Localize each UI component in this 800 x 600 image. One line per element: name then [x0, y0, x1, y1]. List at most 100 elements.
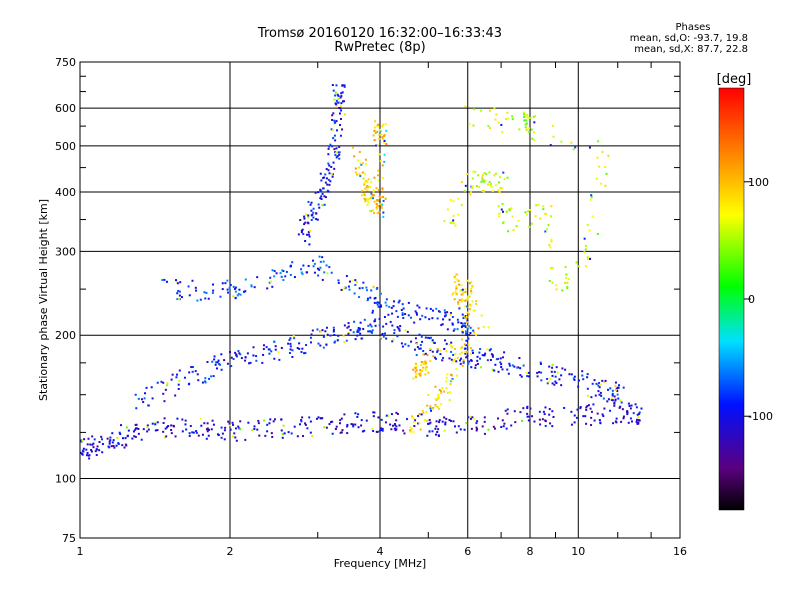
scatter-point	[469, 346, 472, 349]
scatter-point	[337, 334, 340, 337]
scatter-point	[607, 154, 610, 157]
scatter-point	[220, 353, 223, 356]
scatter-point	[527, 419, 530, 422]
scatter-point	[566, 287, 569, 290]
scatter-point	[269, 276, 272, 279]
scatter-point	[377, 301, 380, 304]
scatter-point	[334, 428, 337, 431]
scatter-point	[392, 338, 395, 341]
scatter-point	[414, 310, 417, 313]
scatter-point	[385, 122, 388, 125]
scatter-point	[622, 415, 625, 418]
scatter-point	[551, 425, 554, 428]
scatter-point	[298, 347, 301, 350]
scatter-point	[385, 129, 388, 132]
scatter-point	[453, 358, 456, 361]
scatter-point	[376, 130, 379, 133]
scatter-point	[358, 173, 361, 176]
scatter-point	[239, 420, 242, 423]
scatter-point	[325, 343, 328, 346]
scatter-point	[601, 150, 604, 153]
scatter-point	[614, 399, 617, 402]
scatter-point	[418, 347, 421, 350]
scatter-point	[121, 437, 124, 440]
scatter-point	[530, 128, 533, 131]
scatter-point	[340, 288, 343, 291]
scatter-point	[291, 355, 294, 358]
scatter-point	[307, 264, 310, 267]
scatter-point	[469, 331, 472, 334]
scatter-point	[490, 185, 493, 188]
scatter-point	[626, 410, 629, 413]
scatter-point	[383, 133, 386, 136]
scatter-point	[376, 208, 379, 211]
scatter-point	[466, 173, 469, 176]
scatter-point	[248, 362, 251, 365]
scatter-point	[143, 392, 146, 395]
scatter-point	[372, 189, 375, 192]
scatter-point	[452, 420, 455, 423]
scatter-point	[565, 276, 568, 279]
scatter-point	[540, 371, 543, 374]
scatter-point	[165, 280, 168, 283]
scatter-point	[374, 126, 377, 129]
scatter-point	[539, 423, 542, 426]
scatter-point	[233, 432, 236, 435]
scatter-point	[226, 362, 229, 365]
scatter-point	[555, 381, 558, 384]
scatter-point	[433, 356, 436, 359]
scatter-point	[324, 181, 327, 184]
scatter-point	[585, 408, 588, 411]
scatter-point	[538, 418, 541, 421]
scatter-point	[368, 210, 371, 213]
scatter-point	[319, 266, 322, 269]
scatter-point	[449, 313, 452, 316]
scatter-point	[438, 388, 441, 391]
scatter-point	[381, 332, 384, 335]
scatter-point	[312, 211, 315, 214]
scatter-point	[558, 378, 561, 381]
scatter-point	[536, 371, 539, 374]
scatter-point	[329, 143, 332, 146]
scatter-point	[464, 352, 467, 355]
scatter-point	[385, 298, 388, 301]
scatter-point	[92, 442, 95, 445]
scatter-point	[207, 297, 210, 300]
scatter-point	[302, 435, 305, 438]
scatter-point	[335, 84, 338, 87]
scatter-point	[146, 426, 149, 429]
scatter-point	[422, 366, 425, 369]
scatter-point	[339, 422, 342, 425]
scatter-point	[586, 376, 589, 379]
scatter-point	[561, 367, 564, 370]
scatter-point	[588, 146, 591, 149]
scatter-point	[511, 364, 514, 367]
scatter-point	[218, 362, 221, 365]
scatter-point	[575, 416, 578, 419]
scatter-point	[416, 313, 419, 316]
scatter-point	[211, 360, 214, 363]
scatter-point	[120, 424, 123, 427]
scatter-point	[544, 419, 547, 422]
scatter-point	[305, 344, 308, 347]
scatter-point	[270, 350, 273, 353]
scatter-point	[491, 355, 494, 358]
scatter-point	[420, 369, 423, 372]
scatter-point	[327, 178, 330, 181]
scatter-point	[331, 128, 334, 131]
scatter-point	[190, 366, 193, 369]
scatter-point	[352, 425, 355, 428]
scatter-point	[427, 422, 430, 425]
scatter-point	[382, 211, 385, 214]
scatter-point	[582, 415, 585, 418]
scatter-point	[401, 345, 404, 348]
scatter-point	[234, 351, 237, 354]
scatter-point	[372, 415, 375, 418]
scatter-point	[590, 396, 593, 399]
scatter-point	[496, 357, 499, 360]
scatter-point	[289, 273, 292, 276]
scatter-point	[607, 398, 610, 401]
scatter-point	[422, 412, 425, 415]
scatter-point	[378, 137, 381, 140]
scatter-point	[327, 190, 330, 193]
